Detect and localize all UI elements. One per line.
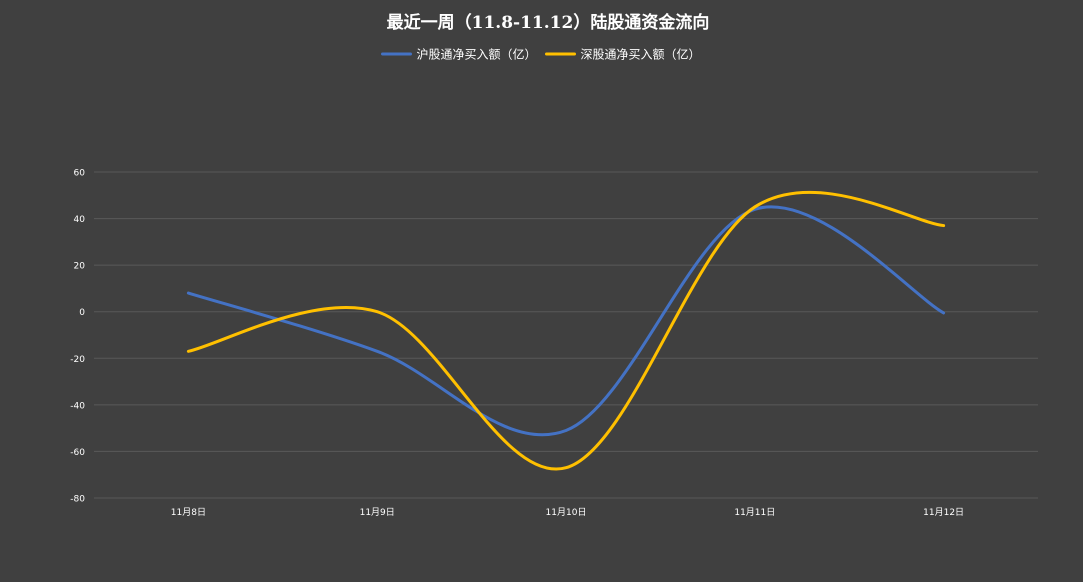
y-tick-label: 60	[74, 169, 86, 179]
y-tick-label: -20	[70, 355, 85, 365]
x-tick-label: 11月8日	[171, 507, 206, 518]
legend-item: 深股通净买入额（亿）	[545, 46, 701, 61]
y-tick-label: -80	[70, 495, 85, 505]
y-tick-label: 20	[74, 262, 86, 272]
series-line-2	[186, 190, 946, 471]
x-tick-label: 11月11日	[734, 507, 775, 518]
legend-label: 沪股通净买入额（亿）	[416, 46, 536, 61]
chart-legend: 沪股通净买入额（亿） 深股通净买入额（亿）	[380, 46, 701, 61]
x-axis-ticks: 11月8日 11月9日 11月10日 11月11日 11月12日	[171, 507, 964, 518]
series-line-1	[186, 205, 946, 437]
x-tick-label: 11月12日	[923, 507, 964, 518]
y-tick-label: -60	[70, 448, 85, 458]
series-layer	[186, 190, 946, 471]
x-tick-label: 11月9日	[360, 507, 395, 518]
y-tick-label: -40	[70, 401, 85, 411]
y-tick-label: 0	[79, 308, 85, 318]
chart-title: 最近一周（11.8-11.12）陆股通资金流向	[387, 12, 710, 33]
y-tick-label: 40	[74, 215, 86, 225]
y-axis-ticks: -80 -60 -40 -20 0 20 40 60	[70, 169, 85, 505]
legend-item: 沪股通净买入额（亿）	[380, 46, 537, 61]
x-tick-label: 11月10日	[546, 507, 587, 518]
legend-label: 深股通净买入额（亿）	[581, 46, 701, 61]
